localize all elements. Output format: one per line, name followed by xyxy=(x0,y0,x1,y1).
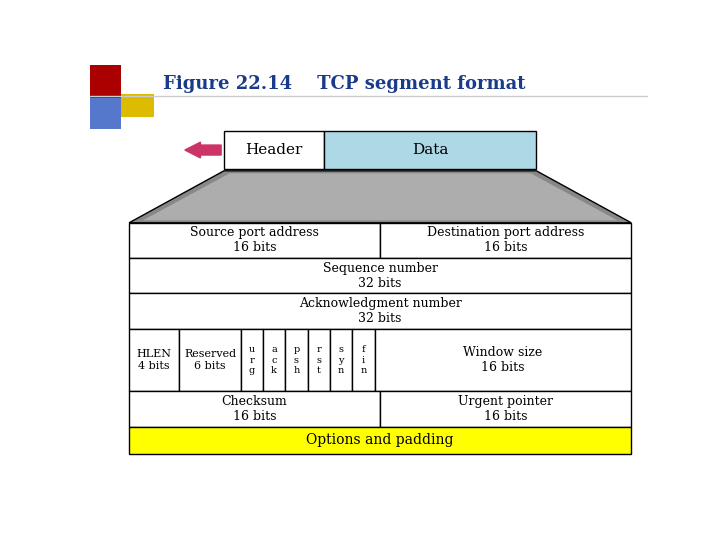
Text: s
y
n: s y n xyxy=(338,345,344,375)
Bar xyxy=(129,391,380,427)
Bar xyxy=(307,329,330,391)
Bar xyxy=(324,131,536,168)
Text: u
r
g: u r g xyxy=(248,345,255,375)
Bar xyxy=(352,329,374,391)
Text: Header: Header xyxy=(246,143,303,157)
Bar xyxy=(90,98,121,129)
Bar xyxy=(129,329,179,391)
Text: f
i
n: f i n xyxy=(360,345,366,375)
Bar xyxy=(240,329,263,391)
FancyArrow shape xyxy=(185,142,221,158)
Bar xyxy=(129,427,631,454)
Bar xyxy=(374,329,631,391)
Bar xyxy=(129,258,631,294)
Bar xyxy=(129,294,631,329)
Bar xyxy=(380,391,631,427)
Text: Checksum
16 bits: Checksum 16 bits xyxy=(222,395,287,423)
Bar xyxy=(90,65,121,98)
Text: a
c
k: a c k xyxy=(271,345,277,375)
Text: Figure 22.14    TCP segment format: Figure 22.14 TCP segment format xyxy=(163,75,525,92)
Text: Source port address
16 bits: Source port address 16 bits xyxy=(190,226,319,254)
Text: Acknowledgment number
32 bits: Acknowledgment number 32 bits xyxy=(299,297,462,325)
Bar xyxy=(179,329,240,391)
Polygon shape xyxy=(129,171,631,223)
Text: Urgent pointer
16 bits: Urgent pointer 16 bits xyxy=(458,395,553,423)
Text: Destination port address
16 bits: Destination port address 16 bits xyxy=(427,226,585,254)
Text: Window size
16 bits: Window size 16 bits xyxy=(463,346,543,374)
Text: Options and padding: Options and padding xyxy=(307,433,454,447)
Bar xyxy=(285,329,307,391)
Bar xyxy=(121,94,154,117)
Polygon shape xyxy=(143,173,617,220)
Bar xyxy=(263,329,285,391)
Text: p
s
h: p s h xyxy=(293,345,300,375)
Text: Reserved
6 bits: Reserved 6 bits xyxy=(184,349,236,371)
Bar xyxy=(380,223,631,258)
Text: HLEN
4 bits: HLEN 4 bits xyxy=(137,349,171,371)
Bar xyxy=(224,131,324,168)
Bar xyxy=(129,223,380,258)
Text: r
s
t: r s t xyxy=(316,345,321,375)
Text: Sequence number
32 bits: Sequence number 32 bits xyxy=(323,262,438,290)
Text: Data: Data xyxy=(412,143,449,157)
Bar xyxy=(330,329,352,391)
